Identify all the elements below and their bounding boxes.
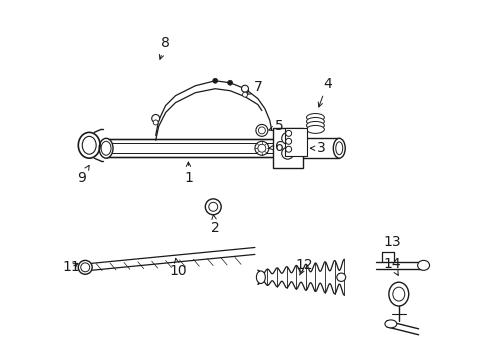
- Ellipse shape: [99, 138, 113, 158]
- Circle shape: [208, 202, 217, 211]
- Ellipse shape: [78, 260, 92, 274]
- Ellipse shape: [306, 117, 324, 125]
- Bar: [106, 139, 294, 157]
- Text: 12: 12: [295, 258, 313, 275]
- Text: 7: 7: [246, 80, 262, 95]
- Text: 13: 13: [382, 234, 400, 248]
- Circle shape: [153, 120, 158, 125]
- Text: 6: 6: [268, 140, 284, 154]
- Text: 2: 2: [210, 215, 219, 235]
- Text: 10: 10: [169, 258, 187, 278]
- Text: 9: 9: [77, 165, 89, 185]
- Ellipse shape: [417, 260, 428, 270]
- Ellipse shape: [333, 138, 345, 158]
- Ellipse shape: [256, 271, 265, 283]
- Circle shape: [285, 146, 291, 152]
- Circle shape: [241, 85, 248, 92]
- Text: 8: 8: [159, 36, 170, 59]
- Circle shape: [205, 199, 221, 215]
- Circle shape: [227, 80, 232, 85]
- Ellipse shape: [384, 320, 396, 328]
- Text: 4: 4: [318, 77, 331, 107]
- Circle shape: [242, 92, 247, 97]
- Ellipse shape: [306, 121, 324, 129]
- Ellipse shape: [388, 282, 408, 306]
- Circle shape: [285, 138, 291, 144]
- Ellipse shape: [335, 142, 342, 155]
- Circle shape: [285, 130, 291, 136]
- Bar: [284, 129, 306, 156]
- Ellipse shape: [82, 136, 96, 154]
- Circle shape: [254, 141, 268, 155]
- Ellipse shape: [392, 287, 404, 301]
- Circle shape: [258, 127, 265, 134]
- Circle shape: [151, 114, 160, 122]
- Ellipse shape: [306, 113, 324, 121]
- Ellipse shape: [101, 141, 111, 155]
- Circle shape: [212, 78, 217, 83]
- Text: 11: 11: [62, 260, 80, 274]
- Text: 14: 14: [382, 257, 400, 275]
- Ellipse shape: [81, 263, 89, 272]
- Ellipse shape: [336, 273, 345, 282]
- Circle shape: [281, 132, 293, 144]
- Text: 5: 5: [268, 120, 284, 134]
- Text: 1: 1: [183, 162, 192, 185]
- Circle shape: [255, 125, 267, 136]
- Circle shape: [257, 144, 265, 152]
- Ellipse shape: [306, 125, 324, 133]
- Bar: [272, 129, 302, 168]
- Circle shape: [281, 147, 293, 159]
- Text: 3: 3: [310, 141, 325, 155]
